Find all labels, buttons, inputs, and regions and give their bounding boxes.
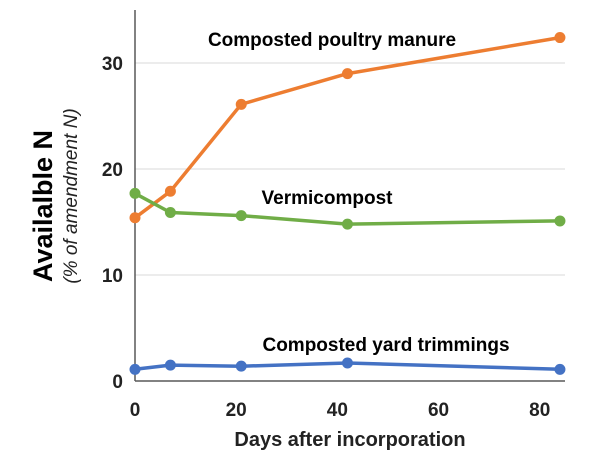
x-tick-label: 0 [130, 400, 141, 421]
y-axis-label: Availalble N [28, 130, 58, 282]
data-point-vermicompost [341, 218, 353, 230]
y-tick-label: 20 [102, 160, 123, 181]
x-tick-label: 80 [529, 400, 550, 421]
gridlines [135, 62, 565, 276]
data-point-composted-poultry-manure [341, 68, 353, 80]
x-tick-label: 40 [327, 400, 348, 421]
y-tick-label: 0 [112, 372, 123, 393]
series-label-vermicompost: Vermicompost [262, 188, 394, 209]
data-point-vermicompost [164, 206, 176, 218]
data-point-composted-poultry-manure [554, 32, 566, 44]
data-point-composted-yard-trimmings [164, 359, 176, 371]
x-axis-label: Days after incorporation [234, 429, 465, 451]
series-group [129, 32, 566, 375]
data-point-composted-yard-trimmings [129, 363, 141, 375]
y-tick-label: 10 [102, 266, 123, 287]
data-point-composted-poultry-manure [129, 212, 141, 224]
y-axis-sublabel: (% of amendment N) [61, 108, 82, 283]
data-point-vermicompost [129, 187, 141, 199]
y-tick-label: 30 [102, 54, 123, 75]
series-label-composted-poultry-manure: Composted poultry manure [208, 30, 456, 51]
data-point-composted-yard-trimmings [341, 357, 353, 369]
data-point-composted-yard-trimmings [554, 363, 566, 375]
data-point-vermicompost [554, 215, 566, 227]
data-point-composted-poultry-manure [235, 98, 247, 110]
data-point-vermicompost [235, 210, 247, 222]
x-tick-label: 20 [226, 400, 247, 421]
series-label-composted-yard-trimmings: Composted yard trimmings [262, 335, 509, 356]
labels: 0 10 20 30 0 20 40 60 80 Composted poultry manure… [102, 30, 550, 421]
x-tick-label: 60 [428, 400, 449, 421]
data-point-composted-yard-trimmings [235, 360, 247, 372]
data-point-composted-poultry-manure [164, 185, 176, 197]
